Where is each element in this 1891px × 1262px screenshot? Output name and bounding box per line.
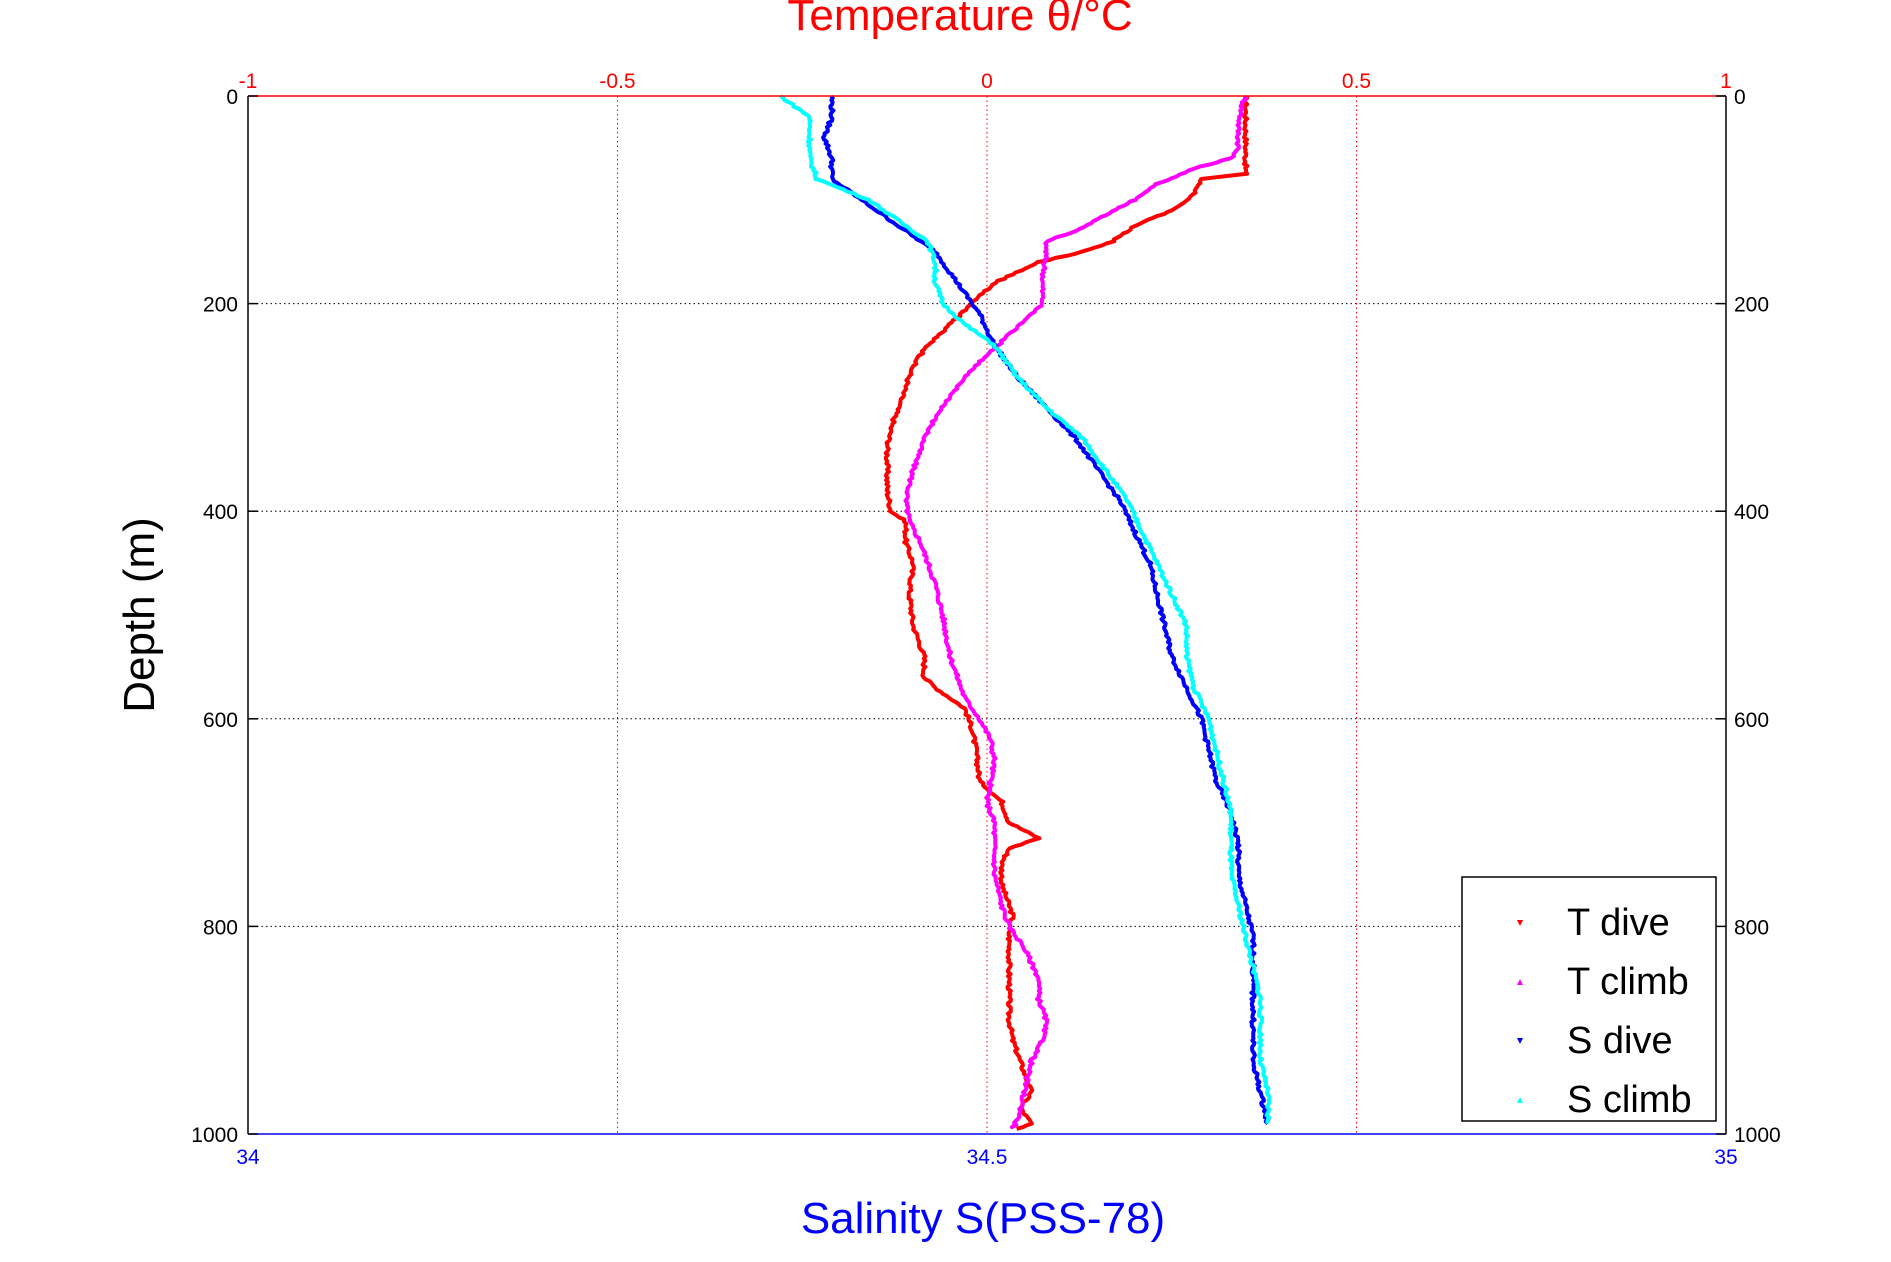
series-s-dive [821,94,1271,1125]
left-tick-label: 0 [226,86,238,109]
y-axis-title: Depth (m) [115,517,164,713]
right-tick-label: 800 [1734,916,1769,939]
bottom-tick-label: 34 [236,1146,260,1169]
legend-label: T dive [1567,902,1670,944]
legend-marker [1517,1038,1523,1044]
left-tick-label: 200 [203,294,238,317]
right-tick-label: 200 [1734,294,1769,317]
top-tick-label: -1 [239,70,258,93]
legend-label: T climb [1567,961,1689,1003]
series-line [903,94,1249,1130]
left-tick-label: 800 [203,916,238,939]
legend-items: T dive T climb S dive S climb [1517,902,1692,1121]
series-layer [779,94,1272,1131]
top-tick-label: 0 [981,70,993,93]
series-t-dive [883,95,1250,1131]
legend-marker [1517,1097,1523,1103]
right-tick-label: 400 [1734,501,1769,524]
axes: 0 200 400 600 800 1000 0 200 400 600 800 1000 -1 -0.5… [191,70,1780,1169]
series-line [821,94,1271,1125]
bottom-tick-label: 35 [1714,1146,1737,1169]
legend-label: S climb [1567,1079,1692,1121]
legend-box [1461,876,1717,1122]
series-t-climb [903,94,1249,1130]
top-tick-label: 0.5 [1342,70,1371,93]
top-tick-label: 1 [1720,70,1732,93]
left-tick-label: 1000 [191,1124,238,1147]
left-tick-label: 400 [203,501,238,524]
right-tick-label: 0 [1734,86,1746,109]
right-tick-label: 600 [1734,709,1769,732]
top-tick-label: -0.5 [599,70,635,93]
series-s-climb [779,94,1272,1125]
top-axis-title: Temperature θ/°C [787,0,1132,40]
left-tick-label: 600 [203,709,238,732]
legend-marker [1517,979,1523,985]
legend-marker [1517,920,1523,926]
legend: T dive T climb S dive S climb [1461,876,1717,1122]
legend-label: S dive [1567,1020,1673,1062]
series-line [779,94,1272,1125]
right-tick-label: 1000 [1734,1124,1781,1147]
series-line [883,95,1250,1131]
grid [248,96,1726,1134]
bottom-tick-label: 34.5 [967,1146,1008,1169]
bottom-axis-title: Salinity S(PSS-78) [801,1194,1165,1243]
